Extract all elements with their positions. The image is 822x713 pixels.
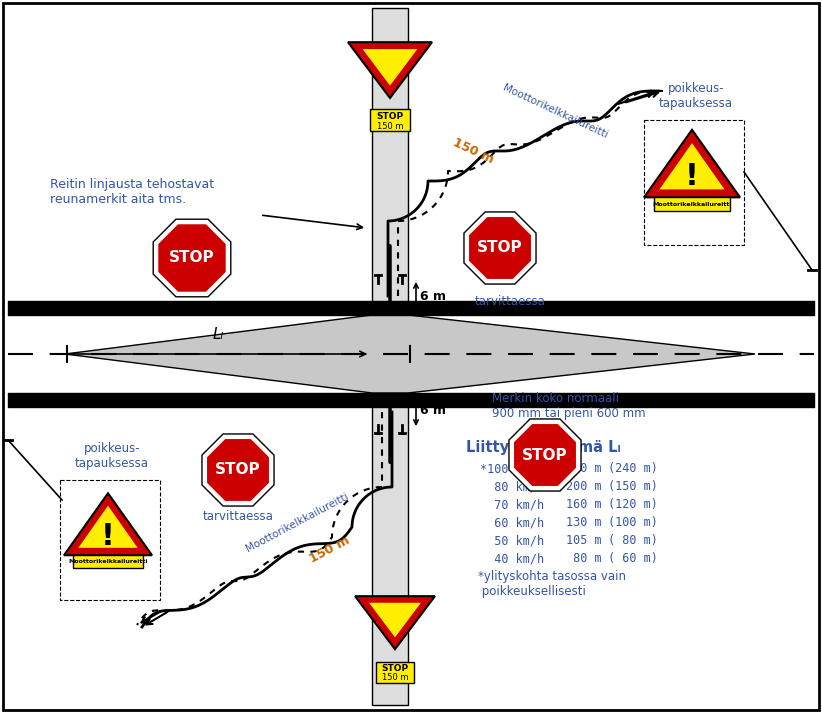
Text: 150 m: 150 m [450,136,496,166]
Text: 6 m: 6 m [420,404,446,418]
Polygon shape [464,212,536,284]
Text: Moottorikelkkailureitti: Moottorikelkkailureitti [652,202,732,207]
Text: STOP: STOP [169,250,215,265]
Text: 50 km/h: 50 km/h [480,534,544,547]
Bar [60,480,160,600]
Text: 150 m: 150 m [307,533,352,565]
Text: poikkeus-
tapauksessa: poikkeus- tapauksessa [75,442,149,470]
Text: Moottorikelkkailureitti: Moottorikelkkailureitti [68,559,148,564]
Text: poikkeus-
tapauksessa: poikkeus- tapauksessa [659,82,733,110]
Text: !: ! [685,162,699,191]
Polygon shape [206,438,270,503]
Text: *ylityskohta tasossa vain
 poikkeuksellisesti: *ylityskohta tasossa vain poikkeuksellis… [478,570,626,598]
Text: 150 m: 150 m [381,673,409,682]
Text: Reitin linjausta tehostavat
reunamerkit aita tms.: Reitin linjausta tehostavat reunamerkit … [50,178,214,206]
Polygon shape [367,602,423,639]
FancyBboxPatch shape [653,198,731,211]
Polygon shape [644,130,740,198]
Text: ( 80 m): ( 80 m) [608,534,658,547]
Text: 130 m: 130 m [566,516,602,529]
Text: ( 60 m): ( 60 m) [608,552,658,565]
Polygon shape [64,493,152,555]
Text: STOP: STOP [478,240,523,255]
Text: 80 m: 80 m [566,552,602,565]
Polygon shape [509,419,581,491]
Bar [644,120,744,245]
FancyBboxPatch shape [73,555,143,568]
Polygon shape [355,596,435,650]
Text: *100 km/h: *100 km/h [480,462,544,475]
Text: Moottorikelkkailureitti: Moottorikelkkailureitti [501,83,609,140]
Text: STOP: STOP [522,448,568,463]
Text: STOP: STOP [376,112,404,121]
Text: Moottorikelkkailureitti: Moottorikelkkailureitti [244,491,350,554]
Polygon shape [658,141,727,190]
Text: tarvittaessa: tarvittaessa [474,295,546,308]
Text: 70 km/h: 70 km/h [480,498,544,511]
Polygon shape [157,223,227,293]
FancyBboxPatch shape [370,109,410,131]
Text: (100 m): (100 m) [608,516,658,529]
Text: 6 m: 6 m [420,290,446,304]
Text: 105 m: 105 m [566,534,602,547]
Polygon shape [468,215,533,280]
Text: tarvittaessa: tarvittaessa [202,510,274,523]
Polygon shape [348,42,432,98]
Text: Liittymisnäkemä Lₗ: Liittymisnäkemä Lₗ [465,440,621,455]
Polygon shape [65,315,755,393]
Text: Lₗ: Lₗ [213,327,224,342]
Text: (150 m): (150 m) [608,480,658,493]
Text: 60 km/h: 60 km/h [480,516,544,529]
Polygon shape [202,434,274,506]
Text: STOP: STOP [215,463,261,478]
Text: (240 m): (240 m) [608,462,658,475]
Bar [372,8,408,705]
Polygon shape [153,219,231,297]
Text: STOP: STOP [381,665,409,673]
Text: 160 m: 160 m [566,498,602,511]
Text: 270 m: 270 m [566,462,602,475]
Polygon shape [513,423,577,488]
Text: 150 m: 150 m [376,122,404,130]
Text: 80 km/h: 80 km/h [480,480,544,493]
Polygon shape [76,504,140,549]
Text: !: ! [101,522,115,550]
FancyBboxPatch shape [376,662,414,682]
Polygon shape [361,48,418,87]
Text: 200 m: 200 m [566,480,602,493]
Text: Merkin koko normaali
900 mm tai pieni 600 mm: Merkin koko normaali 900 mm tai pieni 60… [492,392,645,420]
Text: (120 m): (120 m) [608,498,658,511]
Text: 40 km/h: 40 km/h [480,552,544,565]
